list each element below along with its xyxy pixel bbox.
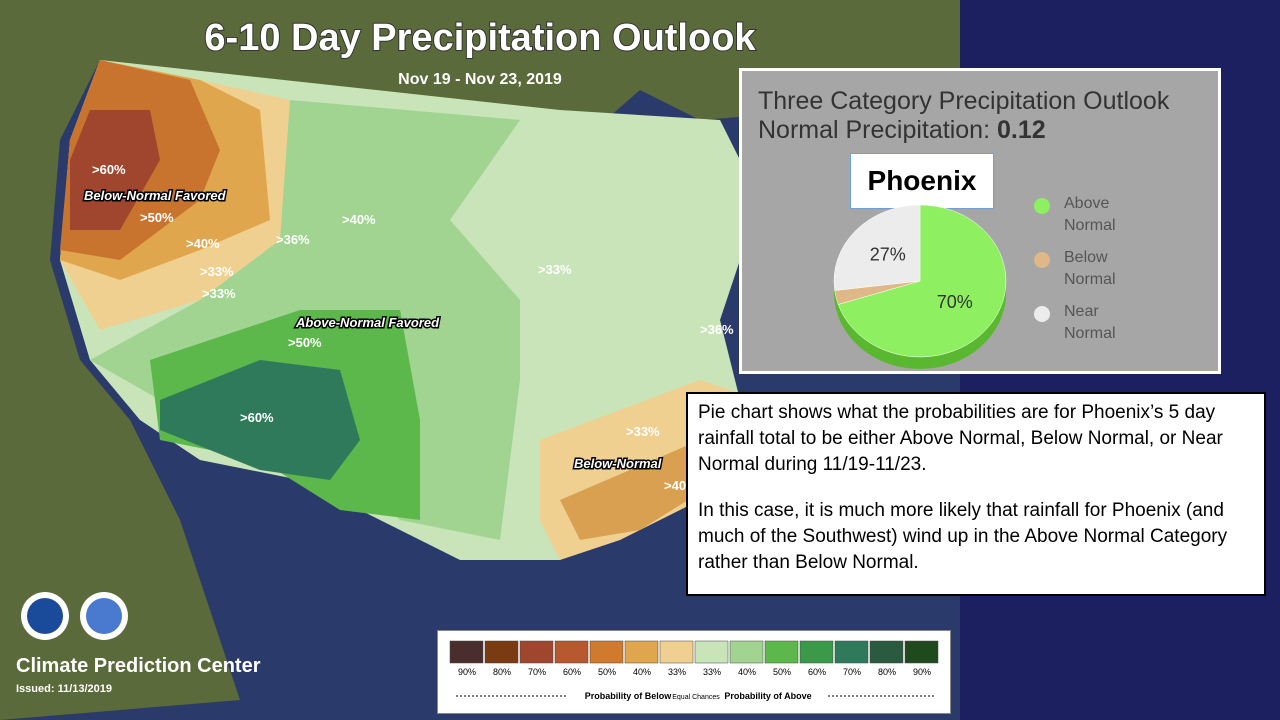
map-label: >40 [664, 478, 686, 493]
legend-swatch [834, 640, 869, 664]
above-60 [160, 360, 360, 480]
pie-legend-swatch [1034, 306, 1050, 322]
pie-value-label: 70% [937, 292, 973, 312]
pie-panel: Three Category Precipitation Outlook Nor… [739, 68, 1221, 374]
legend-swatch [799, 640, 834, 664]
legend-swatch [519, 640, 554, 664]
legend-tick-label: 70% [843, 667, 861, 677]
legend-tick-label: 33% [703, 667, 721, 677]
center-name: Climate Prediction Center [16, 655, 261, 677]
legend-tick-label: 40% [633, 667, 651, 677]
pie-legend-swatch [1034, 198, 1050, 214]
map-label: >40% [186, 236, 220, 251]
map-label: >40% [342, 212, 376, 227]
legend-swatch [554, 640, 589, 664]
legend-equal: Equal Chances [672, 694, 720, 701]
map-label: >33% [200, 264, 234, 279]
legend-swatch [659, 640, 694, 664]
pie-legend-label: Below Normal [1064, 249, 1116, 288]
below-60 [70, 110, 160, 230]
normal-precipitation: 0.12 [996, 116, 1046, 144]
map-label: >33% [626, 424, 660, 439]
map-label: >36% [700, 322, 734, 337]
legend-scale: 90% 80% 70% 60% 50% 40% 33% 33% 40% 50% 60% 70% 80% 9… [449, 640, 939, 701]
legend-swatch [589, 640, 624, 664]
location-label: Phoenix [850, 153, 994, 209]
map-title: 6-10 Day Precipitation Outlook [204, 17, 756, 59]
pie-value-label: 27% [870, 245, 906, 265]
pie-subtitle: Normal Precipitation: [758, 116, 991, 144]
noaa-logo-inner [27, 598, 63, 634]
note-paragraph: Pie chart shows what the probabilities a… [698, 402, 1223, 475]
note-paragraph: In this case, it is much more likely tha… [698, 500, 1228, 573]
pie-legend-item: Below Normal [1034, 247, 1144, 291]
legend-below: Probability of Below [585, 691, 673, 701]
pie-subtitle-row: Normal Precipitation: 0.12 [758, 116, 1169, 145]
pie-chart: 70% 27% [833, 204, 1007, 369]
pie-title: Three Category Precipitation Outlook [758, 87, 1170, 115]
map-label: >33% [202, 286, 236, 301]
map-legend: 90% 80% 70% 60% 50% 40% 33% 33% 40% 50% 60% 70% 80% 9… [437, 630, 951, 714]
pie-slice [833, 204, 921, 291]
legend-swatch [624, 640, 659, 664]
legend-tick-label: 90% [913, 667, 931, 677]
legend-tick-label: 90% [458, 667, 476, 677]
pie-legend-item: Near Normal [1034, 301, 1144, 345]
legend-swatch [764, 640, 799, 664]
legend-tick-label: 80% [493, 667, 511, 677]
map-dates: Nov 19 - Nov 23, 2019 [398, 71, 562, 88]
legend-tick-label: 60% [563, 667, 581, 677]
map-label: >33% [538, 262, 572, 277]
legend-swatch [449, 640, 484, 664]
nws-logo-inner [86, 598, 122, 634]
map-label: >60% [240, 410, 274, 425]
legend-tick-label: 50% [773, 667, 791, 677]
legend-swatch [694, 640, 729, 664]
map-label: >36% [276, 232, 310, 247]
map-label: Above-Normal Favored [295, 315, 440, 330]
map-label: >50% [288, 335, 322, 350]
legend-tick-label: 33% [668, 667, 686, 677]
note-box: Pie chart shows what the probabilities a… [686, 392, 1266, 596]
pie-legend-item: Above Normal [1034, 193, 1144, 237]
legend-tick-label: 40% [738, 667, 756, 677]
pie-legend-label: Above Normal [1064, 195, 1116, 234]
legend-tick-label: 60% [808, 667, 826, 677]
legend-tick-label: 50% [598, 667, 616, 677]
map-label: >50% [140, 210, 174, 225]
legend-swatch [869, 640, 904, 664]
legend-swatch [904, 640, 939, 664]
pie-legend: Above Normal Below Normal Near Normal [1034, 193, 1144, 355]
below-40-se [560, 440, 720, 540]
legend-tick-label: 80% [878, 667, 896, 677]
legend-above: Probability of Above [724, 691, 811, 701]
map-label: Below-Normal [574, 456, 662, 471]
pie-slice [837, 204, 1007, 358]
pie-legend-label: Near Normal [1064, 303, 1116, 342]
pie-title-block: Three Category Precipitation Outlook Nor… [758, 87, 1169, 145]
issued-date: Issued: 11/13/2019 [16, 683, 112, 695]
map-label: Below-Normal Favored [84, 188, 227, 203]
legend-tick-label: 70% [528, 667, 546, 677]
legend-swatch [729, 640, 764, 664]
legend-swatch [484, 640, 519, 664]
map-label: >60% [92, 162, 126, 177]
pie-legend-swatch [1034, 252, 1050, 268]
